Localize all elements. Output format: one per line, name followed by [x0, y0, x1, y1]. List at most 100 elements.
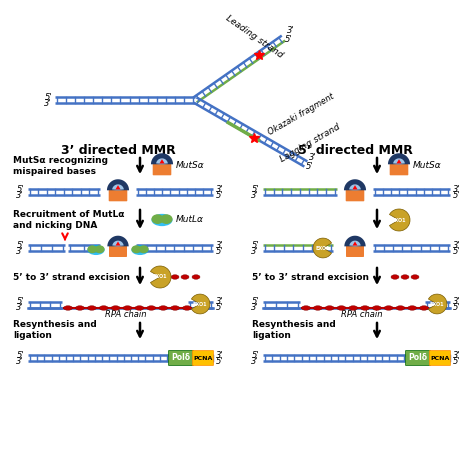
Text: 3': 3' — [17, 191, 24, 199]
Polygon shape — [112, 241, 124, 246]
Ellipse shape — [131, 245, 141, 253]
Text: 5': 5' — [45, 92, 52, 101]
Polygon shape — [151, 153, 173, 164]
Text: 3': 3' — [251, 247, 259, 256]
Text: Lagging strand: Lagging strand — [278, 122, 342, 163]
Text: 3': 3' — [216, 298, 224, 307]
Text: 3': 3' — [309, 153, 317, 162]
Polygon shape — [107, 179, 129, 190]
Text: 3': 3' — [251, 303, 259, 313]
Text: 5': 5' — [17, 184, 24, 193]
Polygon shape — [344, 236, 365, 246]
Text: 3': 3' — [251, 191, 259, 199]
Text: 3': 3' — [453, 184, 461, 193]
Text: 5': 5' — [17, 350, 24, 359]
Text: PCNA: PCNA — [193, 355, 213, 360]
Ellipse shape — [192, 275, 200, 279]
FancyBboxPatch shape — [168, 350, 193, 365]
Text: 3’ directed MMR: 3’ directed MMR — [61, 143, 175, 157]
Polygon shape — [388, 153, 410, 164]
Ellipse shape — [64, 306, 73, 310]
Polygon shape — [393, 158, 405, 164]
Ellipse shape — [159, 306, 168, 310]
Wedge shape — [150, 266, 171, 288]
Text: 5’ to 3’ strand excision: 5’ to 3’ strand excision — [252, 273, 369, 282]
Text: Okazaki fragment: Okazaki fragment — [267, 91, 336, 137]
Ellipse shape — [419, 306, 428, 310]
FancyBboxPatch shape — [405, 350, 430, 365]
Text: 5': 5' — [216, 303, 224, 313]
Ellipse shape — [337, 306, 346, 310]
Text: 5': 5' — [453, 303, 461, 313]
Text: Recruitment of MutLα
and nicking DNA: Recruitment of MutLα and nicking DNA — [13, 210, 125, 230]
FancyBboxPatch shape — [429, 350, 450, 365]
Text: 5': 5' — [216, 357, 224, 365]
Text: Leading strand: Leading strand — [224, 14, 284, 60]
Ellipse shape — [182, 306, 191, 310]
Ellipse shape — [171, 275, 179, 279]
Text: MutSα recognizing
mispaired bases: MutSα recognizing mispaired bases — [13, 157, 108, 176]
Polygon shape — [396, 159, 401, 163]
Text: Resynthesis and
ligation: Resynthesis and ligation — [252, 320, 336, 340]
Text: 5’ directed MMR: 5’ directed MMR — [298, 143, 412, 157]
FancyBboxPatch shape — [390, 163, 408, 175]
Polygon shape — [107, 236, 128, 246]
Polygon shape — [116, 185, 120, 189]
Text: 5': 5' — [251, 241, 259, 249]
Ellipse shape — [411, 275, 419, 279]
FancyBboxPatch shape — [346, 246, 364, 257]
Text: EXO1: EXO1 — [316, 246, 330, 251]
Text: 5': 5' — [17, 298, 24, 307]
Text: 3': 3' — [17, 357, 24, 365]
FancyBboxPatch shape — [153, 163, 171, 175]
Ellipse shape — [384, 306, 393, 310]
FancyBboxPatch shape — [346, 189, 365, 201]
Ellipse shape — [111, 306, 120, 310]
Wedge shape — [191, 294, 210, 314]
Ellipse shape — [151, 214, 173, 226]
Text: EXO1: EXO1 — [193, 302, 207, 307]
Text: 3': 3' — [251, 357, 259, 365]
Polygon shape — [159, 159, 164, 163]
Polygon shape — [349, 241, 361, 246]
Text: EXO1: EXO1 — [392, 217, 406, 222]
Text: RPA chain: RPA chain — [105, 310, 146, 319]
Ellipse shape — [135, 306, 144, 310]
Text: 5': 5' — [251, 298, 259, 307]
Ellipse shape — [87, 245, 98, 253]
Text: 5': 5' — [453, 357, 461, 365]
Text: 5': 5' — [284, 35, 292, 44]
Ellipse shape — [408, 306, 417, 310]
Text: 5': 5' — [216, 191, 224, 199]
Text: 5': 5' — [306, 162, 313, 171]
Text: 3': 3' — [453, 298, 461, 307]
Ellipse shape — [301, 306, 310, 310]
Ellipse shape — [87, 306, 96, 310]
Ellipse shape — [325, 306, 334, 310]
Ellipse shape — [391, 275, 399, 279]
FancyBboxPatch shape — [109, 246, 127, 257]
Text: 5': 5' — [453, 191, 461, 199]
Text: MutSα: MutSα — [176, 162, 205, 171]
Ellipse shape — [151, 214, 164, 224]
Text: 3': 3' — [453, 241, 461, 249]
Ellipse shape — [171, 306, 180, 310]
Text: 3': 3' — [216, 184, 224, 193]
Polygon shape — [156, 158, 168, 164]
Ellipse shape — [349, 306, 358, 310]
Polygon shape — [116, 242, 120, 246]
Polygon shape — [353, 185, 357, 189]
FancyBboxPatch shape — [192, 350, 213, 365]
Text: 5': 5' — [251, 350, 259, 359]
Text: PCNA: PCNA — [430, 355, 450, 360]
Wedge shape — [390, 209, 410, 231]
Ellipse shape — [131, 245, 149, 255]
Text: 3': 3' — [216, 241, 224, 249]
Text: 5': 5' — [216, 247, 224, 256]
Ellipse shape — [94, 245, 105, 253]
Text: 5': 5' — [251, 184, 259, 193]
Text: EXO1: EXO1 — [430, 302, 444, 307]
Polygon shape — [344, 179, 366, 190]
Text: 3': 3' — [45, 98, 52, 107]
Text: Polδ: Polδ — [172, 354, 191, 363]
